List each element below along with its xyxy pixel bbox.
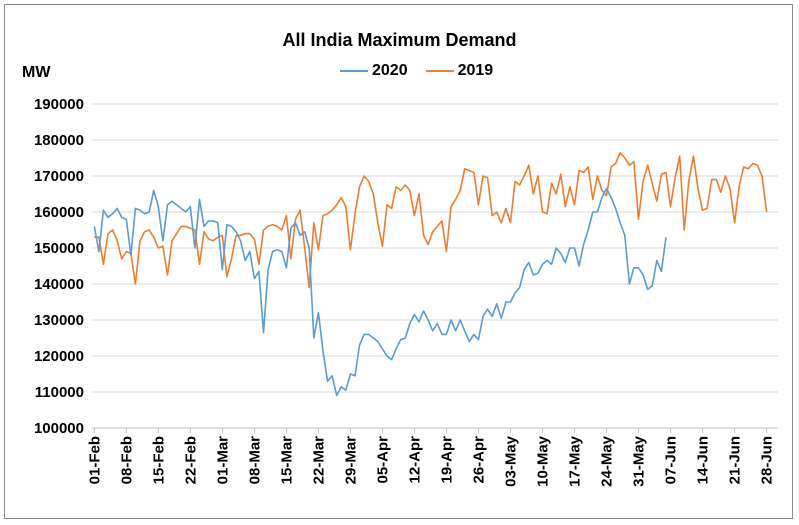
y-axis-unit-label: MW bbox=[22, 64, 51, 81]
x-tick-label: 26-Apr bbox=[470, 436, 487, 484]
legend-item-2020: 2020 bbox=[340, 62, 408, 80]
y-tick-label: 120000 bbox=[34, 348, 84, 365]
x-tick-label: 22-Feb bbox=[182, 436, 199, 484]
legend-swatch-2020 bbox=[340, 70, 368, 72]
x-axis-ticks: 01-Feb 08-Feb 15-Feb 22-Feb 01-Mar 08-Mar 15-M… bbox=[86, 428, 776, 487]
y-tick-label: 130000 bbox=[34, 312, 84, 329]
x-tick-label: 15-Mar bbox=[278, 436, 295, 485]
chart-title: All India Maximum Demand bbox=[282, 30, 517, 50]
x-tick-label: 28-Jun bbox=[759, 436, 776, 484]
x-tick-label: 08-Feb bbox=[118, 436, 135, 484]
chart-frame bbox=[4, 4, 793, 519]
y-tick-label: 110000 bbox=[35, 384, 84, 401]
x-tick-label: 24-May bbox=[599, 435, 616, 487]
x-tick-label: 14-Jun bbox=[695, 436, 712, 484]
gridlines bbox=[92, 103, 778, 429]
y-tick-label: 140000 bbox=[34, 276, 84, 293]
series-lines bbox=[93, 151, 768, 397]
x-tick-label: 03-May bbox=[502, 435, 519, 487]
legend-label-2020: 2020 bbox=[372, 62, 408, 79]
y-axis-ticks: 100000 110000 120000 130000 140000 150000 1600… bbox=[34, 96, 84, 437]
x-tick-label: 19-Apr bbox=[438, 436, 455, 484]
x-tick-label: 05-Apr bbox=[374, 436, 391, 484]
x-tick-label: 21-Jun bbox=[727, 436, 744, 484]
x-tick-label: 15-Feb bbox=[150, 436, 167, 484]
x-tick-label: 29-Mar bbox=[342, 436, 359, 485]
y-tick-label: 170000 bbox=[34, 168, 84, 185]
y-tick-label: 180000 bbox=[34, 132, 84, 149]
series-line-2020 bbox=[93, 187, 667, 397]
x-tick-label: 01-Feb bbox=[86, 436, 103, 484]
legend-swatch-2019 bbox=[425, 70, 454, 72]
y-tick-label: 100000 bbox=[34, 420, 84, 437]
y-tick-label: 160000 bbox=[34, 204, 84, 221]
y-tick-label: 150000 bbox=[34, 240, 84, 257]
x-tick-label: 22-Mar bbox=[310, 436, 327, 485]
x-tick-label: 10-May bbox=[534, 435, 551, 487]
x-tick-label: 08-Mar bbox=[246, 436, 263, 485]
x-tick-label: 07-Jun bbox=[663, 436, 680, 484]
x-tick-label: 12-Apr bbox=[406, 436, 423, 484]
x-tick-label: 01-Mar bbox=[214, 436, 231, 485]
legend-label-2019: 2019 bbox=[457, 62, 494, 79]
legend-item-2019: 2019 bbox=[425, 62, 494, 80]
y-tick-label: 190000 bbox=[34, 96, 84, 113]
x-tick-label: 17-May bbox=[566, 435, 583, 487]
chart-legend: 2020 2019 bbox=[340, 62, 511, 80]
series-line-2019 bbox=[94, 151, 768, 289]
x-tick-label: 31-May bbox=[631, 435, 648, 487]
